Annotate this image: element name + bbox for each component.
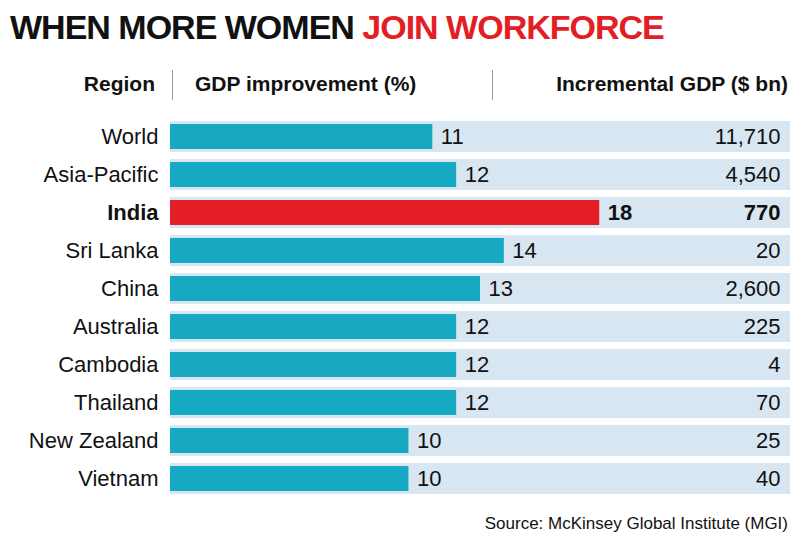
svg-text:World: World (101, 124, 158, 149)
html-text:Region: Region (83, 72, 155, 95)
svg-text:12: 12 (465, 314, 489, 339)
svg-text:13: 13 (489, 276, 513, 301)
svg-text:Asia-Pacific: Asia-Pacific (44, 162, 159, 187)
svg-text:11,710: 11,710 (715, 124, 781, 149)
svg-text:11: 11 (441, 124, 464, 149)
svg-text:12: 12 (465, 390, 489, 415)
svg-text:Australia: Australia (73, 314, 159, 339)
svg-text:12: 12 (465, 352, 489, 377)
svg-text:New Zealand: New Zealand (29, 428, 159, 453)
svg-text:Vietnam: Vietnam (78, 466, 158, 491)
svg-text:Sri Lanka: Sri Lanka (66, 238, 160, 263)
html-text:GDP improvement (%): GDP improvement (%) (195, 72, 417, 95)
svg-text:China: China (101, 276, 159, 301)
html-text:Source: McKinsey Global Instit: Source: McKinsey Global Institute (MGI) (484, 514, 788, 533)
svg-text:70: 70 (756, 390, 780, 415)
svg-text:4: 4 (768, 352, 780, 377)
svg-text:10: 10 (417, 466, 441, 491)
svg-text:Thailand: Thailand (74, 390, 158, 415)
svg-text:2,600: 2,600 (725, 276, 780, 301)
svg-text:10: 10 (417, 428, 441, 453)
svg-text:India: India (107, 200, 159, 225)
html-text:Incremental GDP ($ bn): Incremental GDP ($ bn) (556, 72, 788, 95)
svg-text:14: 14 (512, 238, 536, 263)
svg-text:Cambodia: Cambodia (58, 352, 159, 377)
svg-text:25: 25 (756, 428, 780, 453)
svg-text:4,540: 4,540 (725, 162, 780, 187)
svg-text:225: 225 (744, 314, 781, 339)
svg-text:12: 12 (465, 162, 489, 187)
svg-text:20: 20 (756, 238, 780, 263)
svg-text:40: 40 (756, 466, 780, 491)
html-text:WHEN MORE WOMEN JOIN WORKFORCE: WHEN MORE WOMEN JOIN WORKFORCE (10, 8, 664, 46)
svg-text:770: 770 (744, 200, 781, 225)
svg-text:18: 18 (608, 200, 632, 225)
